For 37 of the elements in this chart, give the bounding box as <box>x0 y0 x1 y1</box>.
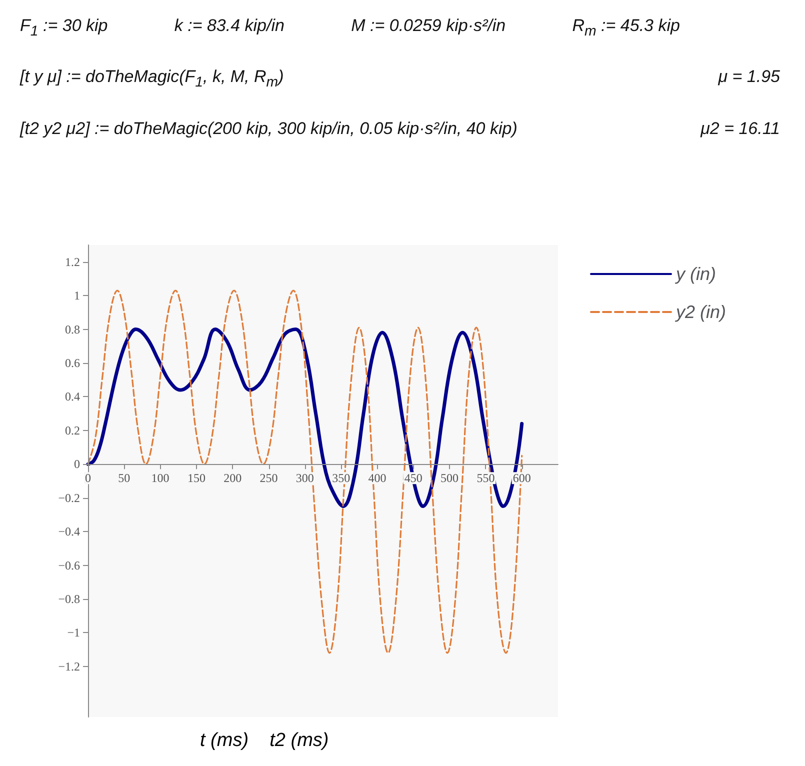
y-tick-label: 0.8 <box>65 322 80 336</box>
text: μ = 1.95 <box>718 66 780 88</box>
y-tick-label: −0.6 <box>58 558 80 572</box>
x-tick-label: 400 <box>368 471 386 486</box>
y-tick-label: −0.8 <box>58 592 80 606</box>
y-tick-label: 0.4 <box>65 390 80 404</box>
text: R$_{m}$ := 45.3 kip <box>572 15 680 42</box>
text: [t y μ] := doTheMagic(F$_{1}$, k, M, R$_{m}$) <box>20 66 284 93</box>
x-tick-label: 100 <box>151 471 170 486</box>
y-tick-label: −1 <box>67 626 80 640</box>
x-tick-label: 350 <box>332 471 350 486</box>
x-tick-label: 600 <box>512 471 531 486</box>
x-tick-label: 250 <box>260 471 278 486</box>
legend-label: y (in) <box>674 264 716 284</box>
x-tick-label: 150 <box>187 471 206 486</box>
x-tick-label: 50 <box>118 471 130 486</box>
text: k := 83.4 kip/in <box>174 15 284 37</box>
text: μ2 = 16.11 <box>700 118 780 140</box>
x-tick-label: 450 <box>404 471 422 486</box>
legend-label: y2 (in) <box>674 302 726 322</box>
y-tick-label: 0 <box>74 457 80 472</box>
y-tick-label: 0.6 <box>65 356 80 370</box>
y-tick-label: −0.2 <box>58 490 80 505</box>
y-tick-label: −0.4 <box>58 524 80 539</box>
x-tick-label: 200 <box>224 471 242 486</box>
text: F$_{1}$ := 30 kip <box>20 15 108 42</box>
x-tick-label: 500 <box>440 471 459 486</box>
text: [t2 y2 μ2] := doTheMagic(200 kip, 300 kip/in, 0.05 kip·s²/in, 40 kip) <box>20 118 518 140</box>
y-tick-label: 0.2 <box>65 423 80 438</box>
x-tick-label: 300 <box>296 471 314 486</box>
y-tick-label: −1.2 <box>58 659 80 674</box>
y-tick-label: 1 <box>74 288 80 303</box>
y-tick-label: 1.2 <box>65 254 80 269</box>
x-tick-label: 0 <box>85 471 91 486</box>
x-tick-label: 550 <box>476 471 495 486</box>
text: M := 0.0259 kip·s²/in <box>351 15 506 37</box>
x-axis-title: t (ms) t2 (ms) <box>200 730 329 752</box>
